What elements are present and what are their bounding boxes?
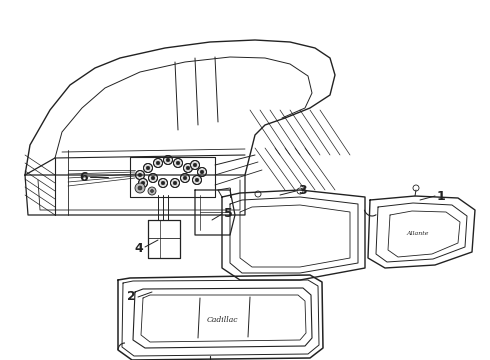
Circle shape — [183, 163, 193, 172]
Circle shape — [186, 166, 190, 170]
Circle shape — [150, 189, 153, 193]
Circle shape — [176, 161, 180, 165]
Circle shape — [195, 178, 199, 182]
Text: 2: 2 — [127, 291, 136, 303]
Circle shape — [180, 174, 190, 183]
Circle shape — [164, 156, 172, 165]
Circle shape — [148, 174, 157, 183]
Circle shape — [158, 179, 168, 188]
Text: 5: 5 — [224, 207, 233, 220]
Text: 1: 1 — [437, 189, 446, 202]
Circle shape — [171, 179, 179, 188]
Circle shape — [173, 158, 182, 167]
Circle shape — [138, 173, 142, 177]
Text: 4: 4 — [134, 242, 143, 255]
Circle shape — [173, 181, 177, 185]
Text: 3: 3 — [298, 184, 307, 197]
Circle shape — [153, 158, 163, 167]
Circle shape — [156, 161, 160, 165]
Text: Allante: Allante — [407, 230, 429, 235]
Circle shape — [144, 163, 152, 172]
Circle shape — [183, 176, 187, 180]
Circle shape — [200, 170, 204, 174]
Circle shape — [161, 181, 165, 185]
Circle shape — [138, 186, 142, 190]
Text: 6: 6 — [79, 171, 88, 184]
Circle shape — [139, 179, 147, 188]
Circle shape — [193, 163, 197, 167]
Circle shape — [197, 167, 206, 176]
Circle shape — [146, 166, 150, 170]
Circle shape — [166, 158, 170, 162]
Circle shape — [136, 171, 145, 180]
Circle shape — [148, 187, 156, 195]
Text: Cadillac: Cadillac — [206, 316, 238, 324]
Circle shape — [193, 176, 201, 185]
Circle shape — [151, 176, 155, 180]
Circle shape — [191, 161, 199, 170]
Circle shape — [135, 183, 145, 193]
Circle shape — [141, 181, 145, 185]
